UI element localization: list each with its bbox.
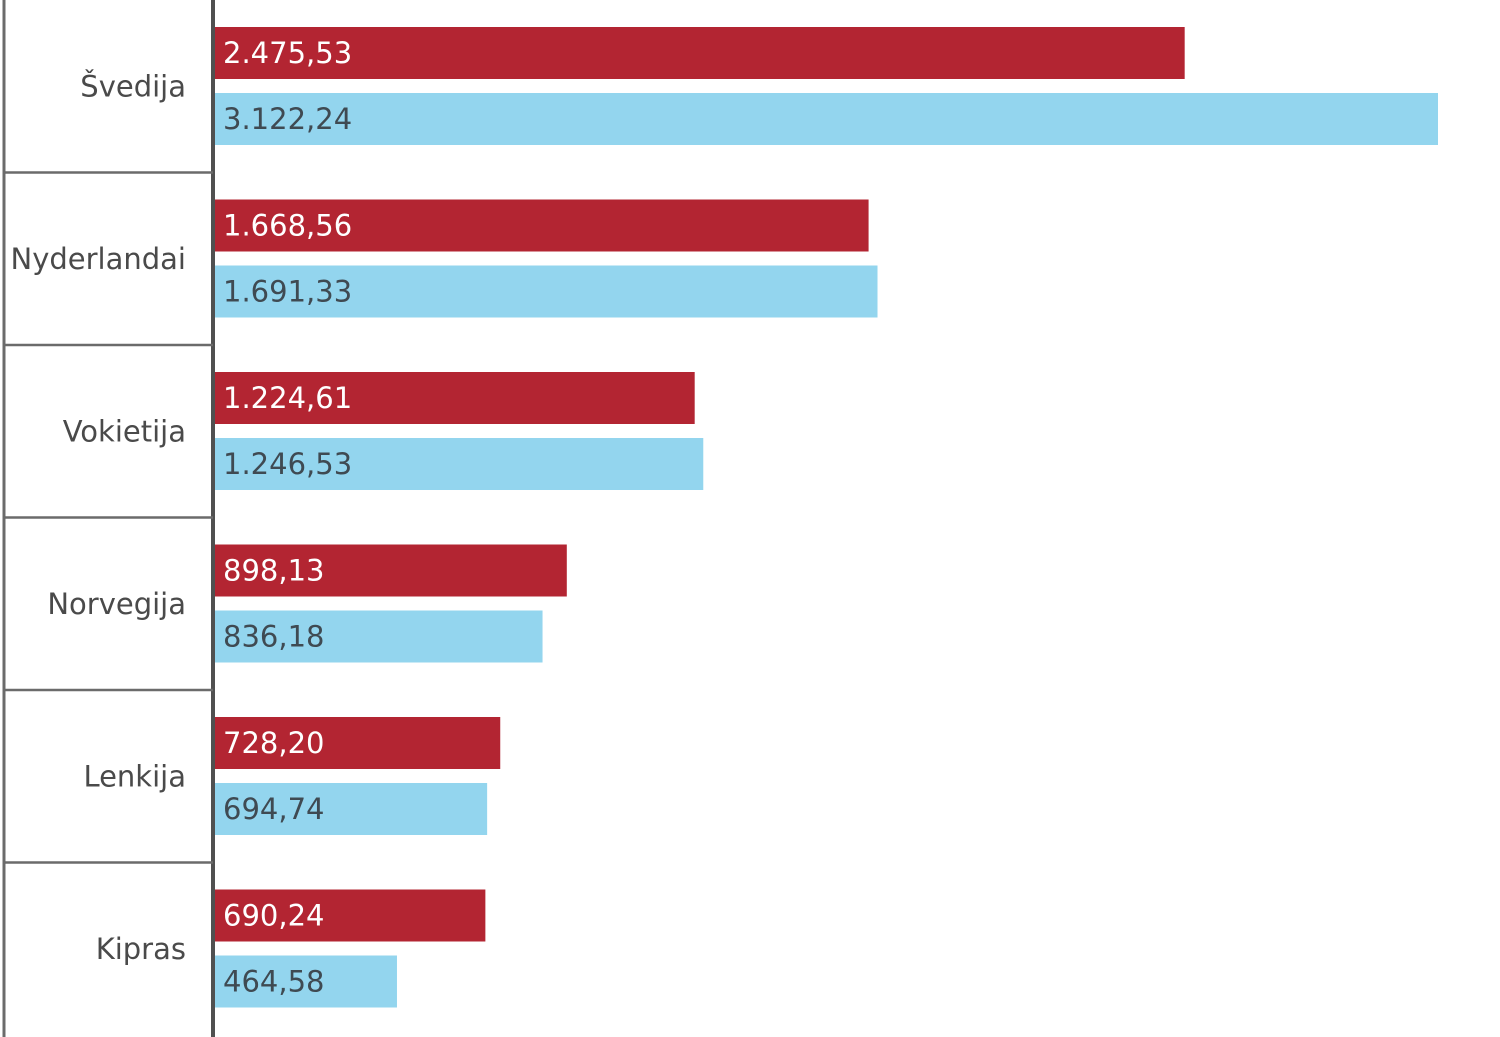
value-label: 1.668,56 [223,209,352,243]
value-label: 728,20 [223,726,324,760]
value-label: 694,74 [223,792,324,826]
category-label: Lenkija [83,759,186,793]
category-label: Kipras [96,932,186,966]
bars [215,27,1438,1008]
bar-series-1 [215,199,869,252]
category-label: Nyderlandai [11,242,186,276]
category-label: Vokietija [63,414,186,448]
bar-series-2 [215,265,878,318]
bar-series-2 [215,93,1438,145]
category-label: Švedija [80,69,186,103]
value-label: 898,13 [223,554,324,588]
bar-series-2 [215,955,397,1008]
value-label: 836,18 [223,620,324,654]
bar-series-1 [215,889,486,942]
value-label: 1.224,61 [223,381,352,415]
value-label: 464,58 [223,965,324,999]
labels: Švedija 2.475,53 3.122,24 Nyderlandai 1.668,… [11,36,353,999]
value-label: 690,24 [223,899,324,933]
bar-series-2 [215,783,488,835]
bar-series-1 [215,27,1185,79]
bar-series-1 [215,544,567,597]
category-label: Norvegija [47,587,186,621]
category-frame [2,0,215,1037]
value-label: 1.246,53 [223,447,352,481]
bar-series-2 [215,610,543,663]
value-label: 2.475,53 [223,36,352,70]
bar-series-1 [215,372,695,424]
value-label: 3.122,24 [223,102,352,136]
bar-series-2 [215,438,704,490]
bar-series-1 [215,717,501,769]
value-label: 1.691,33 [223,275,352,309]
